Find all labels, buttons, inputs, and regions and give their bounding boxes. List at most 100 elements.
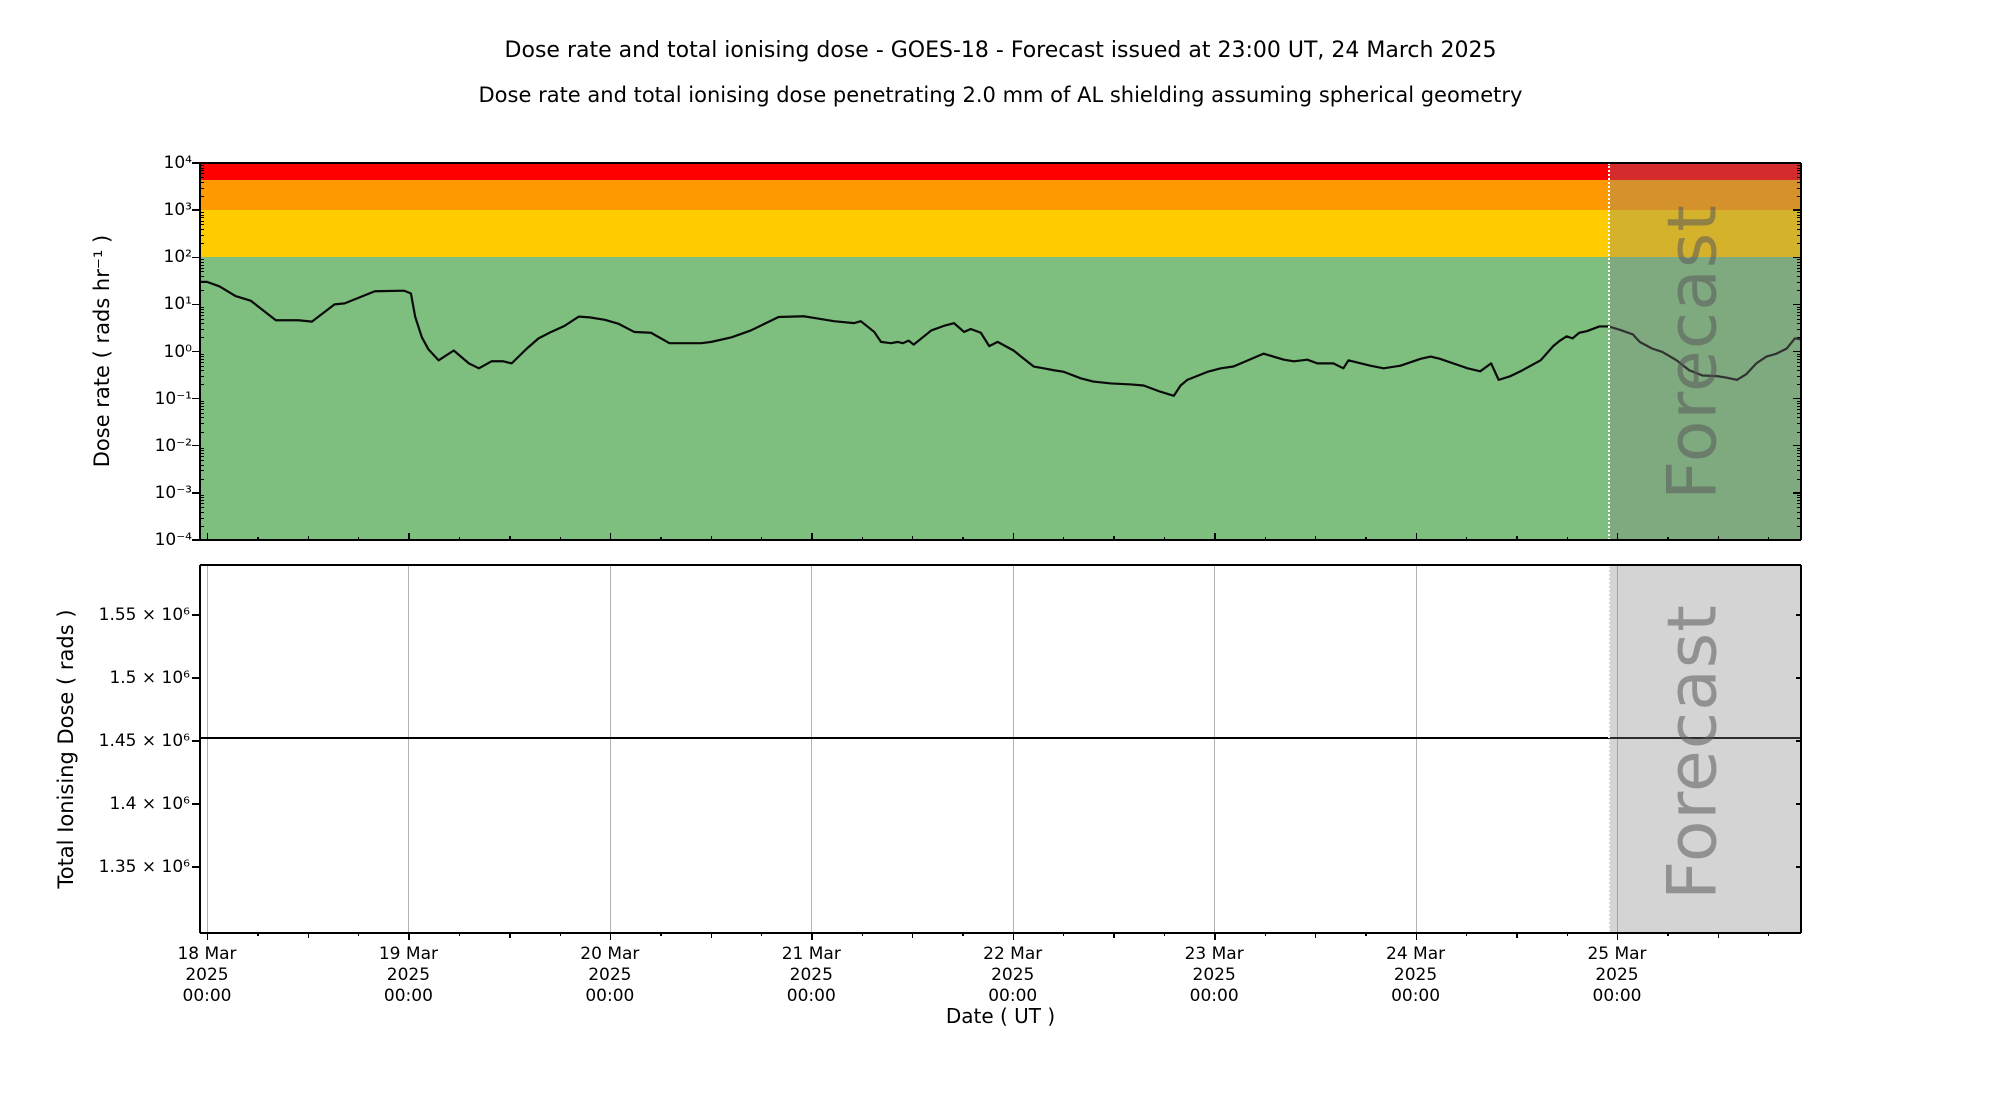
y-minor-tick xyxy=(1797,271,1801,273)
x-tick xyxy=(962,933,964,936)
x-tick xyxy=(1264,933,1266,936)
y-minor-tick xyxy=(200,261,204,263)
y-major-tick xyxy=(1793,350,1801,353)
x-tick-label: 22 Mar 2025 00:00 xyxy=(933,944,1093,1007)
hazard-band-orange xyxy=(200,179,1801,211)
x-tick xyxy=(1415,533,1417,540)
y-minor-tick xyxy=(1797,511,1801,513)
x-tick-label-line: 2025 xyxy=(789,965,833,985)
y-major-tick xyxy=(192,539,200,541)
y-minor-tick xyxy=(200,495,204,497)
y-minor-tick xyxy=(200,308,204,310)
x-tick-label: 18 Mar 2025 00:00 xyxy=(127,944,287,1007)
y-minor-tick xyxy=(1797,306,1801,308)
y-minor-tick xyxy=(200,170,204,172)
y-minor-tick xyxy=(1797,177,1801,179)
spine-bottom xyxy=(200,932,1801,934)
y-minor-tick xyxy=(1797,356,1801,358)
spine-top xyxy=(200,564,1801,566)
x-tick-label-line: 19 Mar xyxy=(378,944,438,964)
y-minor-tick xyxy=(200,234,204,236)
y-minor-tick xyxy=(200,365,204,367)
x-tick xyxy=(1365,537,1367,540)
x-tick xyxy=(207,933,209,940)
y-minor-tick xyxy=(200,376,204,378)
y-minor-tick xyxy=(200,470,204,472)
total-dose-line xyxy=(200,737,1801,740)
x-tick xyxy=(1012,933,1015,940)
x-tick-label-line: 00:00 xyxy=(585,986,635,1006)
chart-title: Dose rate and total ionising dose - GOES… xyxy=(504,38,1497,63)
total-dose-panel xyxy=(192,564,1802,940)
y-minor-tick xyxy=(1797,450,1801,452)
y-major-tick xyxy=(192,303,200,306)
y-major-tick xyxy=(1796,803,1801,805)
day-gridline xyxy=(408,565,410,933)
x-tick xyxy=(1717,933,1720,938)
x-tick-label-line: 25 Mar xyxy=(1587,944,1647,964)
x-tick-label-line: 2025 xyxy=(185,965,229,985)
dose-rate-y-tick-label: 10¹ xyxy=(163,294,192,315)
y-minor-tick xyxy=(200,167,204,169)
y-minor-tick xyxy=(200,181,204,183)
dose-rate-y-tick-label: 10⁻² xyxy=(154,435,192,456)
dose-rate-panel xyxy=(192,162,1802,541)
x-tick-label-line: 21 Mar xyxy=(781,944,841,964)
x-tick xyxy=(1415,933,1417,940)
x-tick-label: 24 Mar 2025 00:00 xyxy=(1336,944,1496,1007)
y-minor-tick xyxy=(1797,290,1801,292)
x-tick xyxy=(912,535,914,540)
y-minor-tick xyxy=(1797,495,1801,497)
forecast-region-overlay xyxy=(1608,565,1801,933)
x-tick-label-line: 20 Mar xyxy=(580,944,640,964)
spine-right xyxy=(1800,565,1802,933)
y-minor-tick xyxy=(1797,261,1801,263)
y-minor-tick xyxy=(1797,281,1801,283)
y-minor-tick xyxy=(1797,181,1801,183)
x-tick xyxy=(408,533,410,540)
total-dose-y-tick-label: 1.4 × 10⁶ xyxy=(109,794,190,814)
x-tick xyxy=(710,933,712,938)
x-tick xyxy=(559,537,561,540)
y-minor-tick xyxy=(200,165,204,167)
x-tick-label-line: 00:00 xyxy=(383,986,433,1006)
y-minor-tick xyxy=(200,306,204,308)
y-minor-tick xyxy=(200,314,204,316)
x-tick xyxy=(1768,933,1770,936)
y-minor-tick xyxy=(1797,276,1801,277)
total-dose-y-tick-label: 1.45 × 10⁶ xyxy=(98,731,190,751)
spine-top xyxy=(200,162,1801,164)
x-tick xyxy=(358,537,360,540)
y-major-tick xyxy=(1793,209,1801,211)
total-dose-y-tick-label: 1.55 × 10⁶ xyxy=(98,605,190,625)
x-tick xyxy=(1214,533,1216,540)
y-minor-tick xyxy=(200,453,204,455)
y-minor-tick xyxy=(200,500,204,502)
x-tick-label: 20 Mar 2025 00:00 xyxy=(530,944,690,1007)
dose-rate-y-tick-label: 10² xyxy=(163,247,192,268)
y-minor-tick xyxy=(200,384,204,386)
y-major-tick xyxy=(1793,397,1801,400)
y-major-tick xyxy=(192,866,200,868)
y-minor-tick xyxy=(1797,353,1801,355)
dose-rate-y-tick-label: 10⁻⁴ xyxy=(154,530,192,550)
y-minor-tick xyxy=(200,271,204,273)
day-gridline xyxy=(1415,565,1417,933)
y-minor-tick xyxy=(1797,173,1801,175)
y-major-tick xyxy=(1796,740,1801,742)
y-major-tick xyxy=(192,256,200,258)
y-minor-tick xyxy=(200,497,204,499)
y-minor-tick xyxy=(1797,456,1801,458)
y-minor-tick xyxy=(1797,329,1801,331)
x-tick xyxy=(760,537,763,540)
x-tick xyxy=(609,933,612,940)
y-major-tick xyxy=(192,614,200,616)
x-tick-label-line: 00:00 xyxy=(1592,986,1642,1006)
dose-rate-y-tick-label: 10³ xyxy=(163,200,192,221)
y-major-tick xyxy=(1793,303,1801,306)
y-minor-tick xyxy=(200,311,204,313)
x-tick-label-line: 00:00 xyxy=(1391,986,1441,1006)
y-major-tick xyxy=(1796,866,1801,868)
x-tick-label-line: 23 Mar xyxy=(1184,944,1244,964)
y-minor-tick xyxy=(1797,195,1801,197)
